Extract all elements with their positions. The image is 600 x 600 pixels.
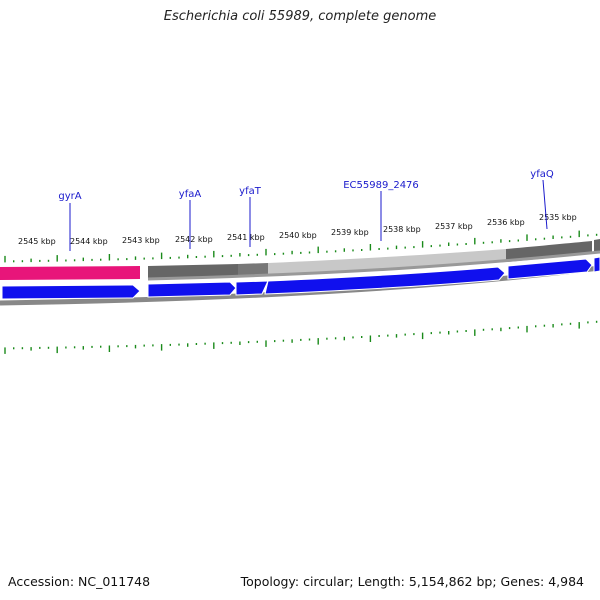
accession-text: Accession: NC_011748 bbox=[8, 574, 151, 589]
genome-stats-text: Topology: circular; Length: 5,154,862 bp… bbox=[240, 574, 584, 589]
kbp-label: 2545 kbp bbox=[18, 237, 56, 246]
genome-title: Escherichia coli 55989, complete genome bbox=[163, 9, 437, 24]
gene-label: gyrA bbox=[58, 191, 81, 202]
cds-arrow bbox=[235, 280, 269, 296]
dark-feature-1 bbox=[148, 264, 238, 279]
kbp-label: 2536 kbp bbox=[487, 218, 525, 227]
cds-arrows bbox=[1, 256, 600, 300]
lower-tick-ruler bbox=[4, 320, 598, 354]
gene-labels: gyrA yfaA yfaT EC55989_2476 yfaQ bbox=[58, 169, 553, 202]
cds-arrow bbox=[147, 281, 237, 298]
dark-feature-3 bbox=[506, 241, 592, 262]
kbp-label: 2538 kbp bbox=[383, 225, 421, 234]
forward-feature-band bbox=[0, 239, 600, 280]
kbp-label: 2543 kbp bbox=[122, 236, 160, 245]
kbp-labels: 2545 kbp 2544 kbp 2543 kbp 2542 kbp 2541… bbox=[18, 213, 577, 246]
cds-arrow bbox=[264, 266, 506, 295]
light-feature bbox=[268, 249, 506, 275]
kbp-label: 2540 kbp bbox=[279, 231, 317, 240]
kbp-label: 2542 kbp bbox=[175, 235, 213, 244]
cds-arrow bbox=[593, 256, 600, 273]
gene-label: EC55989_2476 bbox=[343, 180, 419, 191]
yfaQ-leader bbox=[542, 179, 548, 230]
genome-backbone-top bbox=[147, 250, 600, 281]
gene-label: yfaT bbox=[239, 186, 262, 197]
cds-arrow bbox=[507, 258, 593, 280]
gyrA-feature bbox=[0, 266, 140, 280]
gene-leaders bbox=[69, 179, 548, 251]
upper-tick-ruler bbox=[4, 230, 598, 263]
gene-label: yfaA bbox=[179, 189, 202, 200]
kbp-label: 2539 kbp bbox=[331, 228, 369, 237]
kbp-label: 2537 kbp bbox=[435, 222, 473, 231]
cds-arrow bbox=[1, 284, 141, 300]
dark-feature-2 bbox=[238, 263, 268, 276]
gene-label: yfaQ bbox=[530, 169, 554, 180]
kbp-label: 2541 kbp bbox=[227, 233, 265, 242]
dark-feature-4 bbox=[594, 239, 600, 252]
kbp-label: 2544 kbp bbox=[70, 237, 108, 246]
kbp-label: 2535 kbp bbox=[539, 213, 577, 222]
